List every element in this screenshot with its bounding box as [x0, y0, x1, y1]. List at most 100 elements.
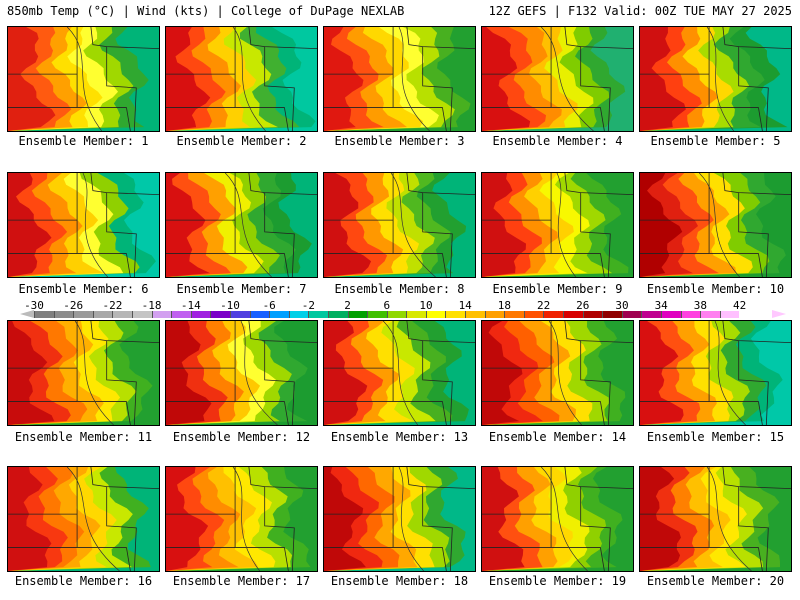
- state-border: [90, 27, 159, 49]
- state-border: [758, 107, 763, 131]
- state-border: [600, 253, 605, 277]
- ensemble-member-map: [323, 172, 476, 278]
- ensemble-member-label: Ensemble Member: 2: [176, 134, 307, 148]
- temperature-band: [640, 27, 686, 131]
- colorbar-strip: [34, 311, 740, 318]
- state-border: [482, 219, 601, 254]
- colorbar-tick-label: -26: [63, 299, 84, 312]
- state-border: [580, 340, 611, 425]
- temperature-field: [8, 467, 159, 571]
- state-border: [284, 547, 289, 571]
- colorbar-tick-label: -14: [180, 299, 201, 312]
- state-border: [324, 513, 443, 548]
- colorbar-low-arrow: [20, 310, 34, 318]
- colorbar-swatch: [210, 311, 230, 318]
- state-border: [422, 46, 453, 131]
- state-border: [406, 27, 475, 49]
- ensemble-member-label: Ensemble Member: 12: [172, 430, 311, 444]
- colorbar-swatch: [269, 311, 289, 318]
- state-border: [106, 340, 137, 425]
- ensemble-member-map: [323, 466, 476, 572]
- temperature-band: [482, 27, 531, 131]
- temperature-band: [8, 321, 55, 425]
- temperature-field: [324, 467, 475, 571]
- colorbar-swatch: [563, 311, 583, 318]
- ensemble-member-label: Ensemble Member: 6: [18, 282, 149, 296]
- temperature-field: [166, 467, 317, 571]
- isotherm-contour: [714, 321, 746, 425]
- colorbar-tick-label: 18: [497, 299, 512, 312]
- temperature-band: [8, 27, 56, 131]
- colorbar-swatch: [445, 311, 466, 318]
- temperature-field: [640, 173, 791, 277]
- state-border: [166, 219, 285, 254]
- ensemble-member-map: [7, 466, 160, 572]
- state-border: [758, 253, 763, 277]
- ensemble-member-map: [481, 320, 634, 426]
- state-border: [284, 107, 289, 131]
- isotherm-contour: [540, 27, 594, 131]
- state-border: [422, 192, 453, 277]
- run-valid-time: 12Z GEFS | F132 Valid: 00Z TUE MAY 27 20…: [488, 4, 792, 18]
- state-border: [580, 486, 611, 571]
- temperature-band: [482, 321, 523, 425]
- temperature-band: [8, 173, 52, 277]
- temperature-field: [8, 173, 159, 277]
- colorbar-swatch: [641, 311, 661, 318]
- colorbar-swatch: [523, 311, 544, 318]
- temperature-band: [482, 173, 527, 277]
- temperature-field: [640, 321, 791, 425]
- isotherm-contour: [232, 27, 266, 131]
- ensemble-member-label: Ensemble Member: 20: [646, 574, 785, 588]
- temperature-field: [482, 173, 633, 277]
- colorbar-swatch: [327, 311, 348, 318]
- ensemble-member-label: Ensemble Member: 19: [488, 574, 627, 588]
- colorbar-swatch: [92, 311, 113, 318]
- colorbar-tick-label: 30: [615, 299, 629, 312]
- isotherm-contour: [82, 173, 108, 277]
- state-border: [722, 173, 791, 195]
- colorbar-swatch: [602, 311, 622, 318]
- state-border: [640, 73, 759, 108]
- state-border: [106, 192, 137, 277]
- ensemble-member-label: Ensemble Member: 14: [488, 430, 627, 444]
- colorbar-swatch: [249, 311, 270, 318]
- state-border: [422, 486, 453, 571]
- isotherm-contour: [398, 467, 424, 571]
- state-border: [166, 367, 285, 402]
- colorbar-swatch: [406, 311, 426, 318]
- colorbar-tick-label: -2: [301, 299, 316, 312]
- colorbar-swatch: [367, 311, 387, 318]
- ensemble-member-label: Ensemble Member: 15: [646, 430, 785, 444]
- ensemble-member-label: Ensemble Member: 11: [14, 430, 153, 444]
- temperature-field: [640, 467, 791, 571]
- ensemble-member-label: Ensemble Member: 1: [18, 134, 149, 148]
- state-border: [738, 486, 769, 571]
- ensemble-member-label: Ensemble Member: 18: [330, 574, 469, 588]
- temperature-field: [482, 467, 633, 571]
- colorbar-swatch: [484, 311, 505, 318]
- colorbar-tick-label: 38: [693, 299, 708, 312]
- state-border: [600, 107, 605, 131]
- state-border: [442, 401, 447, 425]
- temperature-band: [640, 467, 681, 571]
- isotherm-contour: [398, 27, 430, 131]
- state-border: [324, 73, 443, 108]
- ensemble-member-map: [165, 466, 318, 572]
- state-border: [482, 73, 601, 108]
- state-border: [248, 467, 317, 489]
- colorbar-tick-label: -22: [102, 299, 123, 312]
- colorbar-swatch: [504, 311, 524, 318]
- colorbar-tick-label: -10: [220, 299, 240, 312]
- isotherm-contour: [382, 321, 419, 425]
- temperature-field: [482, 27, 633, 131]
- colorbar-swatch: [425, 311, 446, 318]
- colorbar-swatch: [308, 311, 328, 318]
- state-border: [600, 401, 605, 425]
- state-border: [580, 192, 611, 277]
- temperature-field: [324, 173, 475, 277]
- state-border: [264, 46, 295, 131]
- state-border: [90, 173, 159, 195]
- state-border: [738, 340, 769, 425]
- ensemble-member-map: [7, 320, 160, 426]
